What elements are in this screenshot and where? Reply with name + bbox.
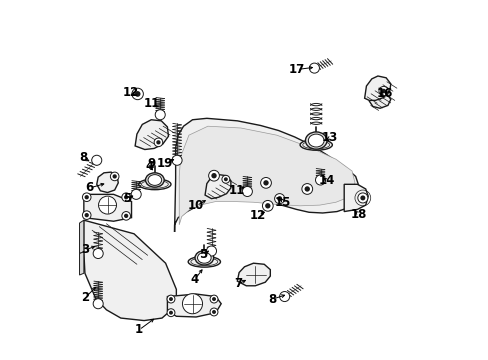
Polygon shape (364, 76, 390, 100)
Polygon shape (80, 252, 83, 275)
Text: 17: 17 (288, 63, 304, 76)
Text: 7: 7 (233, 278, 242, 291)
Circle shape (132, 88, 143, 100)
Text: 12: 12 (249, 209, 265, 222)
Circle shape (315, 175, 325, 185)
Circle shape (135, 91, 140, 97)
Circle shape (112, 174, 117, 179)
Polygon shape (204, 175, 230, 199)
Circle shape (84, 213, 89, 217)
Circle shape (277, 196, 282, 201)
Circle shape (262, 201, 273, 211)
Polygon shape (368, 91, 390, 108)
Circle shape (110, 172, 119, 181)
Circle shape (155, 110, 165, 120)
Circle shape (264, 203, 270, 208)
Ellipse shape (195, 251, 213, 265)
Circle shape (378, 86, 387, 96)
Circle shape (99, 196, 116, 214)
Text: 4: 4 (190, 273, 198, 286)
Text: 13: 13 (321, 131, 337, 144)
Polygon shape (135, 120, 168, 149)
Text: 8: 8 (79, 151, 87, 164)
Text: 11: 11 (143, 98, 160, 111)
Circle shape (260, 177, 271, 188)
Ellipse shape (308, 134, 324, 147)
Text: 2: 2 (81, 291, 89, 304)
Circle shape (122, 212, 130, 220)
Circle shape (210, 295, 218, 303)
Polygon shape (97, 172, 118, 193)
Ellipse shape (139, 179, 171, 190)
Text: 1: 1 (134, 323, 142, 336)
Text: 19: 19 (156, 157, 173, 170)
Circle shape (93, 248, 103, 258)
Text: 12: 12 (122, 86, 138, 99)
Circle shape (222, 175, 229, 183)
Text: 16: 16 (376, 87, 392, 100)
Ellipse shape (300, 139, 332, 150)
Circle shape (304, 186, 309, 192)
Circle shape (360, 195, 365, 201)
Text: 4: 4 (145, 160, 153, 173)
Circle shape (156, 140, 160, 144)
Circle shape (169, 297, 173, 301)
Circle shape (131, 189, 141, 199)
Ellipse shape (145, 173, 164, 187)
Ellipse shape (305, 132, 326, 149)
Circle shape (172, 155, 182, 165)
Circle shape (167, 309, 175, 317)
Circle shape (124, 214, 128, 218)
Circle shape (212, 310, 216, 314)
Circle shape (210, 308, 218, 316)
Text: 11: 11 (228, 184, 244, 197)
Text: 18: 18 (349, 208, 366, 221)
Circle shape (212, 297, 216, 301)
Circle shape (169, 311, 173, 315)
Circle shape (279, 292, 289, 302)
Circle shape (224, 177, 227, 181)
Polygon shape (167, 294, 221, 317)
Ellipse shape (188, 256, 220, 267)
Circle shape (82, 193, 91, 202)
Circle shape (381, 89, 385, 93)
Text: 8: 8 (268, 293, 276, 306)
Text: 5: 5 (199, 248, 207, 261)
Circle shape (82, 211, 91, 220)
Polygon shape (174, 118, 359, 232)
Text: 14: 14 (318, 174, 334, 187)
Circle shape (357, 193, 367, 203)
Circle shape (208, 170, 219, 181)
Circle shape (122, 193, 130, 202)
Polygon shape (80, 220, 83, 253)
Circle shape (274, 194, 284, 204)
Circle shape (92, 155, 102, 165)
Polygon shape (344, 184, 367, 212)
Circle shape (242, 186, 252, 197)
Text: 15: 15 (274, 196, 291, 209)
Ellipse shape (197, 252, 211, 263)
Circle shape (154, 138, 163, 147)
Text: 10: 10 (187, 199, 204, 212)
Ellipse shape (148, 175, 162, 185)
Circle shape (263, 180, 268, 185)
Polygon shape (237, 263, 270, 286)
Circle shape (93, 299, 103, 309)
Circle shape (182, 294, 202, 314)
Text: 6: 6 (85, 181, 94, 194)
Circle shape (206, 246, 216, 256)
Text: 5: 5 (122, 192, 131, 205)
Polygon shape (83, 194, 131, 221)
Text: 3: 3 (81, 243, 89, 256)
Polygon shape (83, 220, 176, 320)
Text: 9: 9 (147, 157, 156, 170)
Circle shape (84, 195, 89, 199)
Circle shape (124, 195, 128, 199)
Circle shape (301, 184, 312, 194)
Circle shape (309, 63, 319, 73)
Circle shape (211, 173, 216, 179)
Polygon shape (179, 126, 354, 225)
Circle shape (167, 295, 175, 303)
